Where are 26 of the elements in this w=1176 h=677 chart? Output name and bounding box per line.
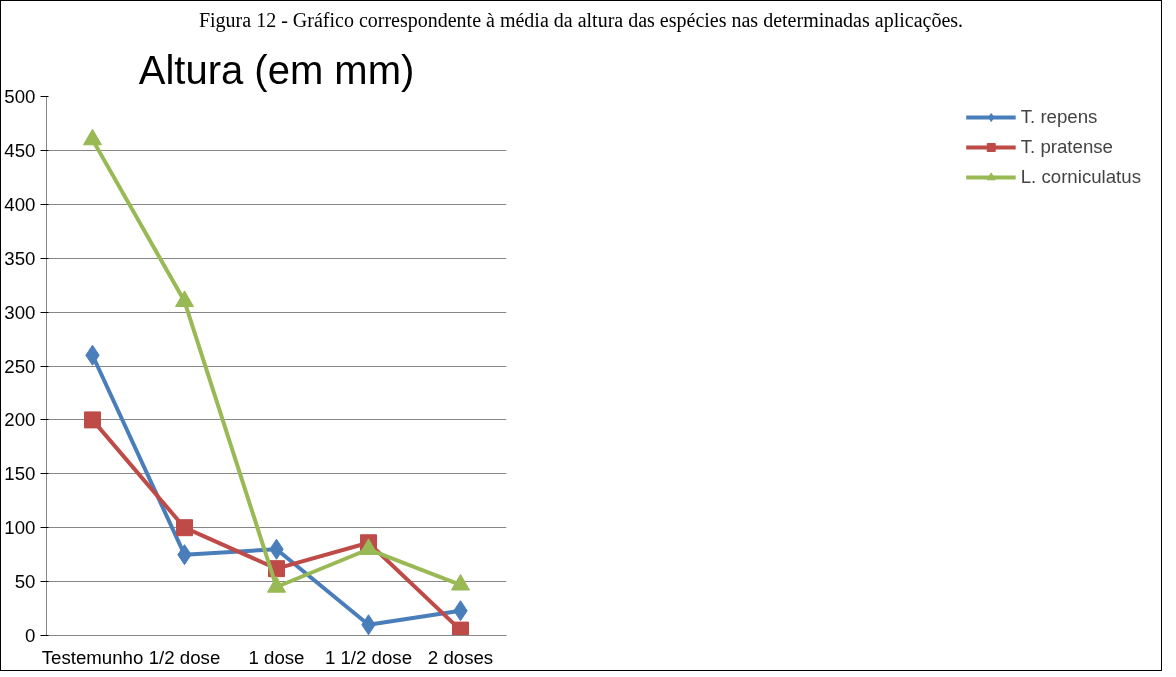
- x-tick-label: 2 doses: [427, 646, 494, 668]
- y-tick-label: 150: [4, 462, 36, 484]
- point: [175, 289, 194, 307]
- y-tick-label: 400: [4, 193, 36, 215]
- point: [84, 410, 101, 428]
- x-tick-label: 1 1/2 dose: [324, 646, 413, 668]
- y-tick-label: 100: [4, 516, 36, 538]
- y-tick-label: 450: [4, 139, 36, 161]
- legend-label: T. pratense: [1020, 135, 1114, 158]
- y-tick-label: 200: [4, 408, 36, 430]
- text: Figura 12 - Gráfico correspondente à média da altura das espécies nas determinadas aplicações.: [198, 8, 964, 34]
- y-tick-label: 350: [4, 247, 36, 269]
- point: [83, 128, 102, 145]
- chart-title: Altura (em mm): [138, 47, 415, 92]
- point: [452, 621, 469, 636]
- y-tick-label: 300: [4, 301, 36, 323]
- y-tick-label: 500: [4, 85, 36, 107]
- legend-label: L. corniculatus: [1020, 165, 1141, 188]
- x-tick-label: 1/2 dose: [148, 646, 221, 668]
- y-tick-label: 50: [14, 570, 36, 592]
- y-tick-label: 250: [4, 355, 36, 377]
- point: [176, 518, 193, 536]
- x-tick-label: 1 dose: [248, 646, 305, 668]
- legend-label: T. repens: [1020, 105, 1098, 128]
- x-tick-label: Testemunho: [41, 646, 144, 668]
- y-tick-label: 0: [25, 624, 36, 646]
